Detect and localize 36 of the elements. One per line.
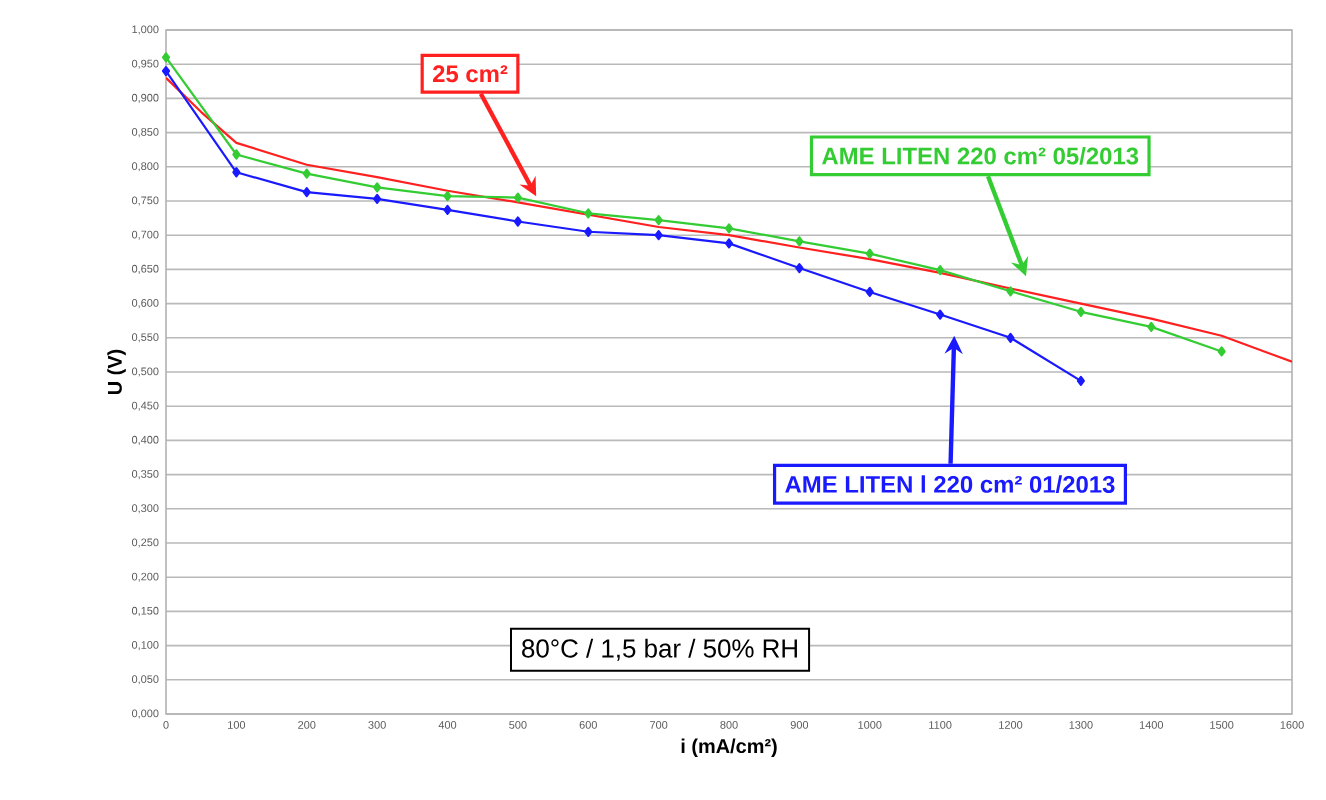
point bbox=[724, 238, 734, 249]
point bbox=[795, 262, 804, 274]
point bbox=[795, 236, 804, 247]
point bbox=[584, 226, 593, 237]
x-axis-title: i (mA/cm²) bbox=[681, 738, 777, 758]
point bbox=[1076, 306, 1085, 317]
point bbox=[232, 149, 241, 160]
point bbox=[936, 309, 945, 320]
point bbox=[161, 65, 171, 77]
text: AME LITEN 220 cm² 05/2013 bbox=[822, 146, 1139, 165]
point bbox=[936, 264, 945, 276]
point bbox=[373, 182, 382, 193]
point bbox=[232, 167, 241, 178]
point bbox=[654, 230, 663, 241]
point bbox=[584, 208, 593, 219]
point bbox=[443, 204, 452, 215]
point bbox=[443, 191, 452, 202]
point bbox=[1006, 332, 1015, 343]
point bbox=[1147, 321, 1156, 332]
point bbox=[865, 286, 874, 298]
text: AME LITEN l 220 cm² 01/2013 bbox=[785, 475, 1115, 494]
point bbox=[724, 223, 734, 234]
point bbox=[865, 248, 874, 259]
text: 25 cm² bbox=[432, 65, 508, 83]
annotation: 80°C / 1,5 bar / 50% RH bbox=[522, 638, 797, 661]
point bbox=[654, 215, 663, 226]
point bbox=[1006, 286, 1015, 297]
point bbox=[513, 216, 522, 227]
point bbox=[1076, 375, 1085, 386]
point bbox=[513, 192, 522, 203]
point bbox=[1217, 346, 1226, 357]
point bbox=[302, 187, 311, 198]
point bbox=[161, 52, 171, 63]
point bbox=[302, 168, 311, 179]
y-axis-title: U (V) bbox=[107, 349, 126, 395]
point bbox=[373, 193, 382, 205]
